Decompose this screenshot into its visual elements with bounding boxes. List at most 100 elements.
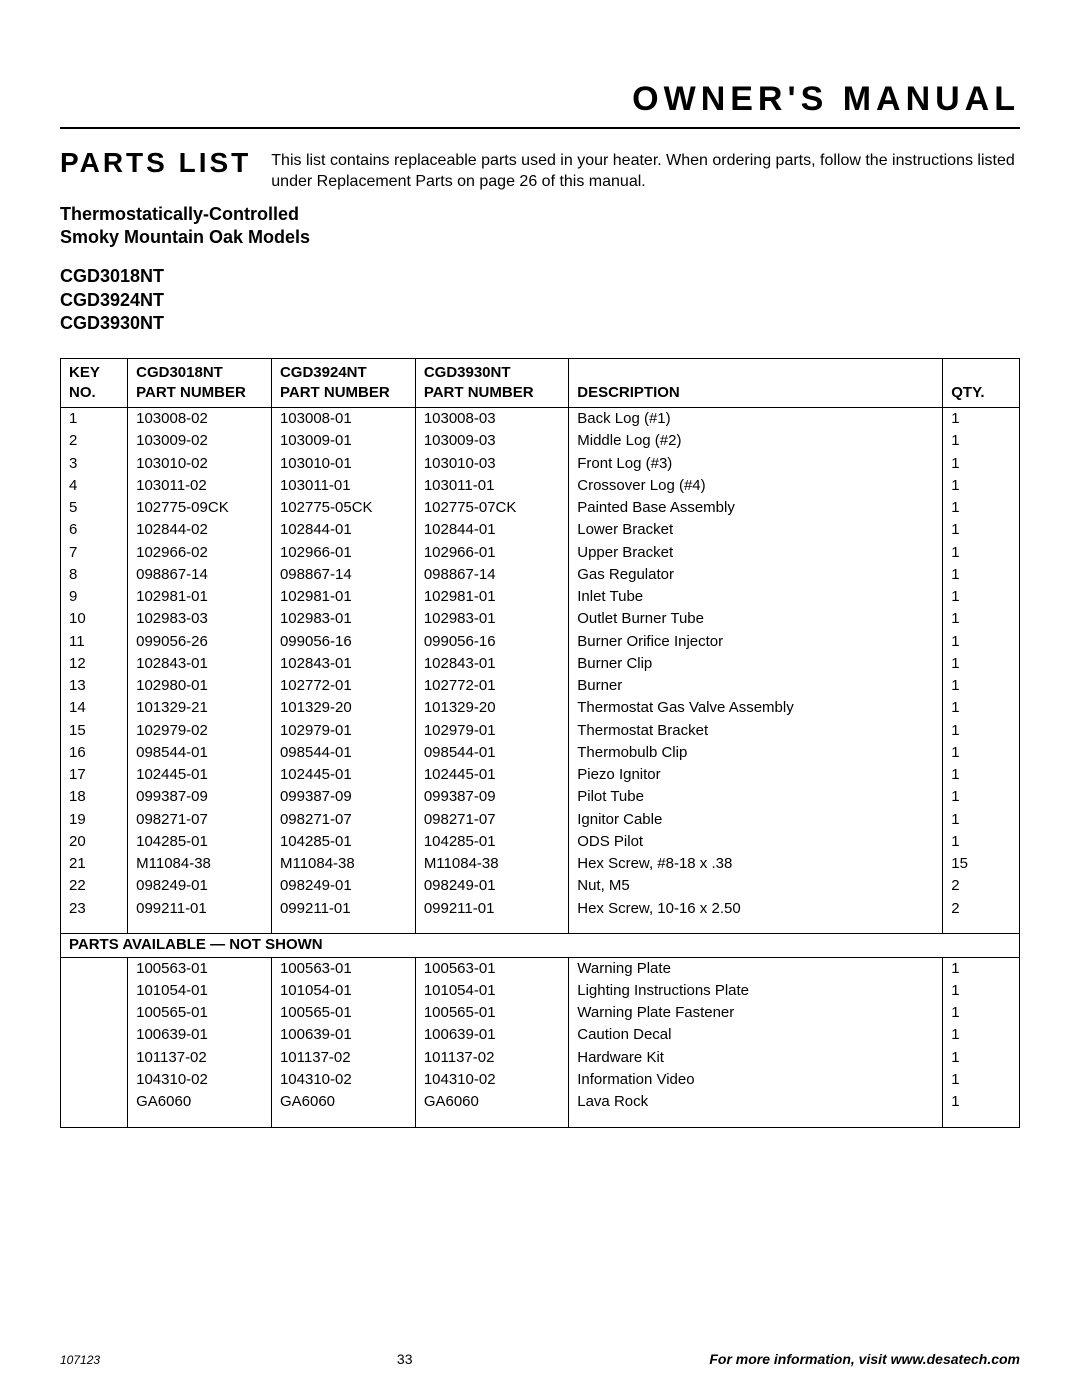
table-cell [569, 920, 943, 934]
model-2: CGD3924NT [60, 290, 164, 310]
table-cell: 1 [943, 475, 1020, 497]
table-cell: 1 [943, 831, 1020, 853]
table-cell: 103010-01 [271, 453, 415, 475]
table-cell: 104310-02 [415, 1069, 568, 1091]
table-cell: 1 [943, 786, 1020, 808]
col-m1-l1: CGD3018NT [136, 364, 223, 381]
col-model-3: CGD3930NT PART NUMBER [415, 358, 568, 408]
table-cell: 102966-02 [128, 542, 272, 564]
table-cell: 1 [943, 497, 1020, 519]
col-m3-l1: CGD3930NT [424, 364, 511, 381]
table-cell: ODS Pilot [569, 831, 943, 853]
parts-table-section2-header: PARTS AVAILABLE — NOT SHOWN [61, 934, 1020, 957]
table-cell: 5 [61, 497, 128, 519]
table-cell: 103011-01 [271, 475, 415, 497]
table-cell: 103011-01 [415, 475, 568, 497]
table-cell: Warning Plate Fastener [569, 1002, 943, 1024]
table-cell: Outlet Burner Tube [569, 608, 943, 630]
table-cell: 22 [61, 875, 128, 897]
table-cell [61, 920, 128, 934]
table-cell: 102981-01 [415, 586, 568, 608]
table-cell: 102843-01 [128, 653, 272, 675]
table-cell: M11084-38 [415, 853, 568, 875]
table-cell: 099056-16 [415, 631, 568, 653]
table-cell: 103008-01 [271, 408, 415, 431]
parts-table-head: KEY NO. CGD3018NT PART NUMBER CGD3924NT … [61, 358, 1020, 408]
footer-page-number: 33 [397, 1351, 413, 1367]
table-cell: 100563-01 [415, 957, 568, 980]
model-1: CGD3018NT [60, 266, 164, 286]
table-cell: 101137-02 [415, 1047, 568, 1069]
table-cell: Upper Bracket [569, 542, 943, 564]
table-cell: 098544-01 [415, 742, 568, 764]
table-cell: Thermostat Bracket [569, 720, 943, 742]
table-cell [128, 920, 272, 934]
table-cell: 102844-02 [128, 519, 272, 541]
doc-header-title: OWNER'S MANUAL [60, 80, 1020, 119]
table-cell: 098271-07 [128, 809, 272, 831]
model-3: CGD3930NT [60, 313, 164, 333]
table-cell: 1 [943, 608, 1020, 630]
table-cell: 099211-01 [271, 898, 415, 920]
table-cell: 23 [61, 898, 128, 920]
subheading: Thermostatically-Controlled Smoky Mounta… [60, 203, 1020, 250]
table-cell: Lava Rock [569, 1091, 943, 1113]
table-cell: 102981-01 [271, 586, 415, 608]
parts-table: KEY NO. CGD3018NT PART NUMBER CGD3924NT … [60, 358, 1020, 1128]
table-row: 11099056-26099056-16099056-16Burner Orif… [61, 631, 1020, 653]
table-row: 1103008-02103008-01103008-03Back Log (#1… [61, 408, 1020, 431]
table-cell: Nut, M5 [569, 875, 943, 897]
table-cell: 102445-01 [415, 764, 568, 786]
col-m2-l2: PART NUMBER [280, 384, 390, 401]
table-cell: Painted Base Assembly [569, 497, 943, 519]
col-description: DESCRIPTION [569, 358, 943, 408]
table-cell [61, 1069, 128, 1091]
table-cell: 099211-01 [415, 898, 568, 920]
table-cell: 102775-09CK [128, 497, 272, 519]
table-cell: Middle Log (#2) [569, 430, 943, 452]
table-cell: 104285-01 [415, 831, 568, 853]
table-cell: 100563-01 [271, 957, 415, 980]
subheading-line-1: Thermostatically-Controlled [60, 204, 299, 224]
table-cell: Lighting Instructions Plate [569, 980, 943, 1002]
table-cell: 103009-03 [415, 430, 568, 452]
table-row: 100639-01100639-01100639-01Caution Decal… [61, 1024, 1020, 1046]
table-cell [271, 920, 415, 934]
table-cell: Burner Clip [569, 653, 943, 675]
table-cell: 100565-01 [271, 1002, 415, 1024]
table-cell: 101137-02 [128, 1047, 272, 1069]
table-cell: 101054-01 [128, 980, 272, 1002]
table-cell: 101329-20 [271, 697, 415, 719]
table-cell: 8 [61, 564, 128, 586]
table-cell [271, 1113, 415, 1127]
table-cell: 099387-09 [128, 786, 272, 808]
col-m3-l2: PART NUMBER [424, 384, 534, 401]
col-m2-l1: CGD3924NT [280, 364, 367, 381]
section2-title: PARTS AVAILABLE — NOT SHOWN [61, 934, 1020, 957]
table-cell: 104285-01 [128, 831, 272, 853]
table-cell [61, 1047, 128, 1069]
footer-doc-id: 107123 [60, 1353, 100, 1367]
table-cell: 1 [943, 542, 1020, 564]
table-cell: 1 [61, 408, 128, 431]
table-cell: Thermostat Gas Valve Assembly [569, 697, 943, 719]
parts-table-body-extra: 100563-01100563-01100563-01Warning Plate… [61, 957, 1020, 1127]
table-cell: 102445-01 [128, 764, 272, 786]
table-cell: 1 [943, 430, 1020, 452]
table-cell: 20 [61, 831, 128, 853]
table-cell: 6 [61, 519, 128, 541]
table-cell: 101137-02 [271, 1047, 415, 1069]
table-cell: Back Log (#1) [569, 408, 943, 431]
intro-row: PARTS LIST This list contains replaceabl… [60, 147, 1020, 193]
table-cell: 099387-09 [271, 786, 415, 808]
table-cell: 1 [943, 675, 1020, 697]
table-cell: GA6060 [128, 1091, 272, 1113]
table-cell: 102983-01 [271, 608, 415, 630]
table-cell: M11084-38 [271, 853, 415, 875]
intro-text: This list contains replaceable parts use… [271, 151, 1020, 193]
table-cell [943, 920, 1020, 934]
table-cell: 17 [61, 764, 128, 786]
table-cell: 10 [61, 608, 128, 630]
table-cell: 1 [943, 697, 1020, 719]
table-cell: Piezo Ignitor [569, 764, 943, 786]
